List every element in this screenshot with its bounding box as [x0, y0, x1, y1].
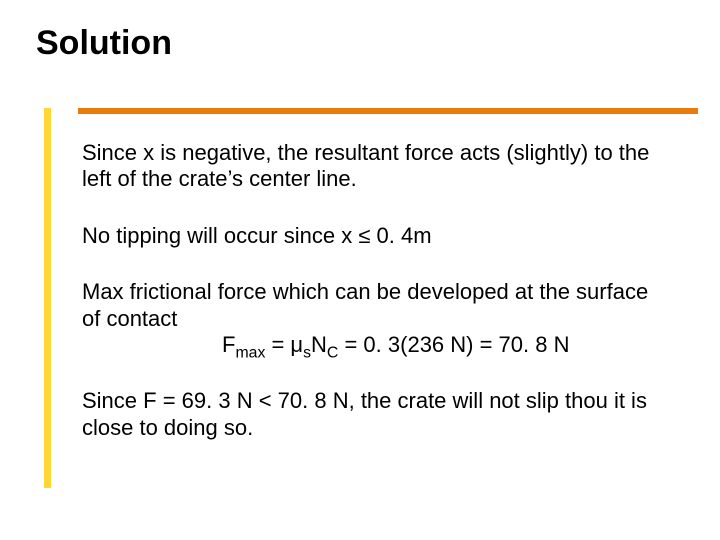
- paragraph-2: No tipping will occur since x ≤ 0. 4m: [82, 223, 666, 249]
- eq-tail: = 0. 3(236 N) = 70. 8 N: [338, 332, 569, 357]
- eq-sub-C: C: [327, 344, 338, 361]
- eq-eq-mu: = μ: [265, 332, 303, 357]
- paragraph-3-line1: Max frictional force which can be develo…: [82, 279, 666, 332]
- eq-N: N: [311, 332, 327, 357]
- eq-sub-max: max: [235, 344, 265, 361]
- vertical-rule: [44, 108, 51, 488]
- slide-body: Since x is negative, the resultant force…: [82, 140, 666, 441]
- slide: Solution Since x is negative, the result…: [0, 0, 720, 540]
- slide-title: Solution: [36, 24, 172, 63]
- paragraph-3: Max frictional force which can be develo…: [82, 279, 666, 358]
- eq-F: F: [222, 332, 235, 357]
- paragraph-1: Since x is negative, the resultant force…: [82, 140, 666, 193]
- paragraph-4: Since F = 69. 3 N < 70. 8 N, the crate w…: [82, 388, 666, 441]
- eq-sub-s: s: [303, 344, 311, 361]
- horizontal-rule: [78, 108, 698, 114]
- paragraph-3-equation: Fmax = μsNC = 0. 3(236 N) = 70. 8 N: [82, 332, 666, 358]
